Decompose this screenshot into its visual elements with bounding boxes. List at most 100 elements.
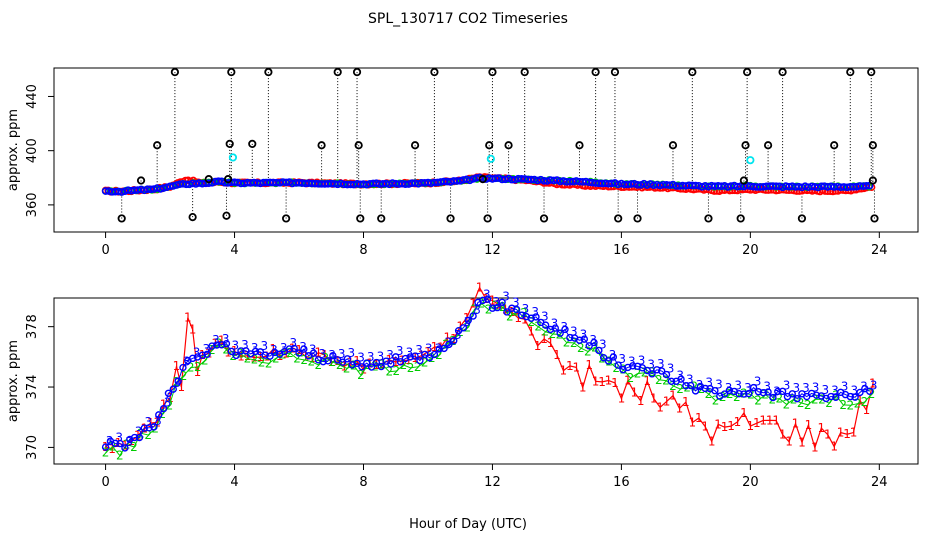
p2-series2-marker: 2: [563, 336, 571, 350]
p2-series1-marker: 1: [740, 406, 748, 420]
p2-series2-marker: 2: [456, 325, 464, 339]
p2-series3-point: [169, 385, 177, 393]
p2-series1-marker: 1: [308, 351, 316, 365]
p1-flag-point: [575, 141, 584, 150]
p2-series2-marker: 2: [173, 375, 181, 389]
p2-series1-marker: 1: [237, 349, 245, 363]
p2-series1-marker: 1: [656, 400, 664, 414]
p2-series1-marker: 1: [824, 428, 832, 442]
p2-series3-point: [421, 350, 429, 359]
p2-series3-marker: 3: [783, 378, 791, 392]
p2-series1-marker: 1: [211, 337, 219, 351]
p2-series3-point: [396, 358, 405, 366]
p2-series1-marker: 1: [334, 354, 342, 368]
p1-flag-point: [333, 67, 342, 77]
p2-series3-point: [769, 393, 777, 402]
p2-series1-marker: 1: [476, 281, 484, 295]
p2-series3-marker: 3: [473, 303, 481, 317]
p2-series3-point: [188, 354, 197, 363]
p2-series3-point: [725, 386, 734, 395]
p2-series1-marker: 1: [779, 428, 787, 442]
p2-series3-point: [101, 443, 110, 451]
p2-series1-marker: 1: [547, 336, 555, 350]
p2-series3-point: [140, 424, 148, 432]
p2-series2-marker: 2: [244, 352, 252, 366]
p2-series2-marker: 2: [768, 393, 776, 407]
p2-series2-marker: 2: [187, 361, 195, 375]
p2-series2-marker: 2: [513, 304, 521, 318]
p2-x-tick-label: 0: [101, 475, 109, 490]
p2-series1-marker: 1: [650, 391, 658, 405]
p2-series2-marker: 2: [591, 340, 599, 354]
p2-series3-point: [174, 377, 182, 385]
p2-series3-marker: 3: [367, 350, 375, 364]
p2-series2-marker: 2: [584, 344, 592, 358]
p2-series2-marker: 2: [485, 303, 493, 317]
p2-series3-point: [266, 352, 274, 360]
p2-series1-marker: 1: [663, 395, 671, 409]
p2-series3-point: [285, 345, 294, 353]
p1-flag-point: [797, 214, 807, 223]
p2-series3-marker: 3: [338, 347, 346, 361]
p2-series3-marker: 3: [115, 430, 123, 444]
p2-series1-marker: 1: [189, 323, 197, 337]
p2-series2-marker: 2: [343, 361, 351, 375]
p2-series3-point: [150, 423, 158, 431]
p2-series3-point: [599, 354, 608, 362]
p1-flag-point: [614, 214, 623, 223]
p2-series1-marker: 1: [701, 420, 709, 434]
p2-series2-marker: 2: [832, 389, 840, 403]
p2-series1-marker: 1: [257, 350, 265, 364]
p1-flag-point: [485, 141, 494, 150]
p2-series1-marker: 1: [856, 393, 864, 407]
p1-plot-frame: [53, 67, 919, 233]
p2-series3-marker: 3: [183, 355, 191, 369]
p2-series3-marker: 3: [386, 348, 394, 362]
p2-series3-point: [145, 424, 153, 432]
p2-series3-marker: 3: [290, 336, 298, 350]
p1-flag-point: [223, 175, 233, 184]
p1-x-tick-label: 4: [230, 243, 238, 258]
p2-series3-point: [812, 391, 821, 399]
p2-series2-marker: 2: [577, 341, 585, 355]
p2-series1-marker: 1: [527, 325, 535, 339]
p2-series3-point: [609, 353, 618, 361]
p2-series3-point: [392, 353, 400, 361]
p2-x-tick-label: 12: [484, 475, 501, 490]
p1-flag-point: [704, 214, 713, 223]
p2-series3-marker: 3: [348, 346, 356, 360]
p2-series3-point: [677, 375, 685, 383]
p2-series2-marker: 2: [109, 440, 117, 454]
p2-series1-marker: 1: [178, 380, 186, 394]
p2-series1-marker: 1: [792, 417, 800, 431]
p2-series3-point: [711, 386, 719, 395]
p2-series1-marker: 1: [843, 427, 851, 441]
p2-series1-marker: 1: [727, 419, 735, 433]
p2-series3-point: [377, 362, 385, 371]
p2-series2-marker: 2: [506, 310, 514, 324]
p2-series1-marker: 1: [579, 381, 587, 395]
p2-series3-point: [309, 349, 318, 357]
p2-series3-point: [580, 335, 589, 343]
p2-series3-marker: 3: [841, 379, 849, 393]
p1-series3-point: [169, 182, 178, 190]
p2-series2-marker: 2: [102, 446, 110, 460]
p2-series2-marker: 2: [471, 302, 479, 316]
p2-series1-marker: 1: [863, 403, 871, 417]
p2-series3-point: [503, 308, 511, 316]
p2-series1-marker: 1: [443, 331, 451, 345]
p2-series1-marker: 1: [431, 340, 439, 354]
p1-flag-point: [688, 67, 697, 77]
p2-series1-marker: 1: [160, 398, 168, 412]
p2-series3-point: [488, 304, 497, 312]
p2-series1-marker: 1: [695, 411, 703, 425]
p2-series1-marker: 1: [817, 421, 825, 435]
p2-series1-marker: 1: [250, 351, 258, 365]
p2-series3-point: [691, 387, 700, 395]
p2-series3-point: [135, 433, 144, 442]
p2-series2-marker: 2: [676, 382, 684, 396]
p2-series3-marker: 3: [802, 381, 810, 395]
p2-series3-point: [701, 384, 709, 393]
p2-series2-marker: 2: [350, 359, 358, 373]
p2-series3-point: [290, 344, 298, 353]
